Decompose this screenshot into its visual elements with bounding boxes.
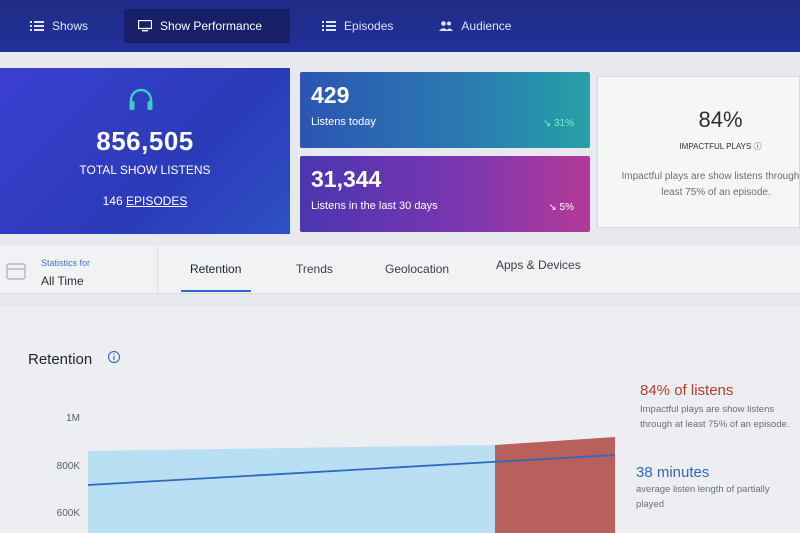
list-icon [30,21,44,31]
nav-audience[interactable]: Audience [425,9,525,43]
statistics-for-label: Statistics for [41,258,91,268]
listens-30-days-value: 31,344 [311,166,382,192]
nav-shows[interactable]: Shows [16,9,102,43]
retention-average-description: average listen length of partially playe… [636,484,770,510]
retention-average-minutes: 38 minutes [636,464,710,481]
nav-show-performance-label: Show Performance [160,19,263,33]
tab-apps-devices[interactable]: Apps & Devices [496,258,581,272]
listens-today-card: 429 Listens today ↘ 31% [300,72,590,148]
top-nav: Shows Show Performance Episodes Audience [0,0,800,52]
list-icon [322,21,337,31]
statistics-period-value: All Time [41,274,84,288]
listens-30-days-label: Listens in the last 30 days [311,200,438,212]
episodes-count: 146 [102,194,123,208]
retention-title: Retention [28,351,93,368]
tab-geolocation[interactable]: Geolocation [385,262,450,276]
episodes-summary: 146 EPISODES [0,194,290,208]
impactful-plays-card: 84% IMPACTFUL PLAYS ⓘ Impactful plays ar… [597,76,800,228]
impactful-area [495,437,615,533]
statistics-period-selector[interactable]: Statistics for All Time [0,246,158,294]
average-line [87,454,616,486]
nav-episodes[interactable]: Episodes [308,9,407,43]
impactful-plays-value: 84% [698,107,743,132]
listens-30-days-delta: ↘ 5% [548,202,574,213]
calendar-icon [6,263,26,280]
impactful-plays-description: Impactful plays are show listens through… [621,171,800,198]
y-tick-label: 1M [66,413,80,424]
retention-chart: 1M 800K 600K [57,413,616,533]
retention-impact-description: Impactful plays are show listens through… [640,404,790,430]
total-listens-card: 856,505 TOTAL SHOW LISTENS 146 EPISODES [0,68,290,234]
active-tab-indicator [181,290,251,292]
tab-retention[interactable]: Retention [190,262,242,276]
total-listens-label: TOTAL SHOW LISTENS [79,163,211,177]
headphones-icon [129,88,153,110]
y-tick-label: 600K [57,508,81,519]
retention-panel: Retention 1M 800K 600K 84% of listens Im… [0,306,800,533]
nav-episodes-label: Episodes [344,19,394,33]
nav-show-performance[interactable]: Show Performance [124,9,291,43]
nav-audience-label: Audience [461,19,512,33]
tab-trends[interactable]: Trends [296,262,333,276]
info-icon[interactable] [107,350,121,364]
listens-today-delta: ↘ 31% [542,118,574,129]
episodes-link[interactable]: EPISODES [126,194,188,208]
total-listens-value: 856,505 [96,126,194,156]
people-icon [439,21,454,31]
listens-30-days-card: 31,344 Listens in the last 30 days ↘ 5% [300,156,590,232]
monitor-icon [138,20,153,32]
listens-today-value: 429 [311,82,350,108]
listens-today-label: Listens today [311,116,376,128]
impactful-plays-label: IMPACTFUL PLAYS ⓘ [679,142,762,151]
retention-area [88,445,495,533]
stats-tab-bar: Statistics for All Time Retention Trends… [0,246,800,294]
nav-shows-label: Shows [52,19,89,33]
y-tick-label: 800K [57,461,81,472]
retention-impact-pct: 84% of listens [640,382,734,399]
